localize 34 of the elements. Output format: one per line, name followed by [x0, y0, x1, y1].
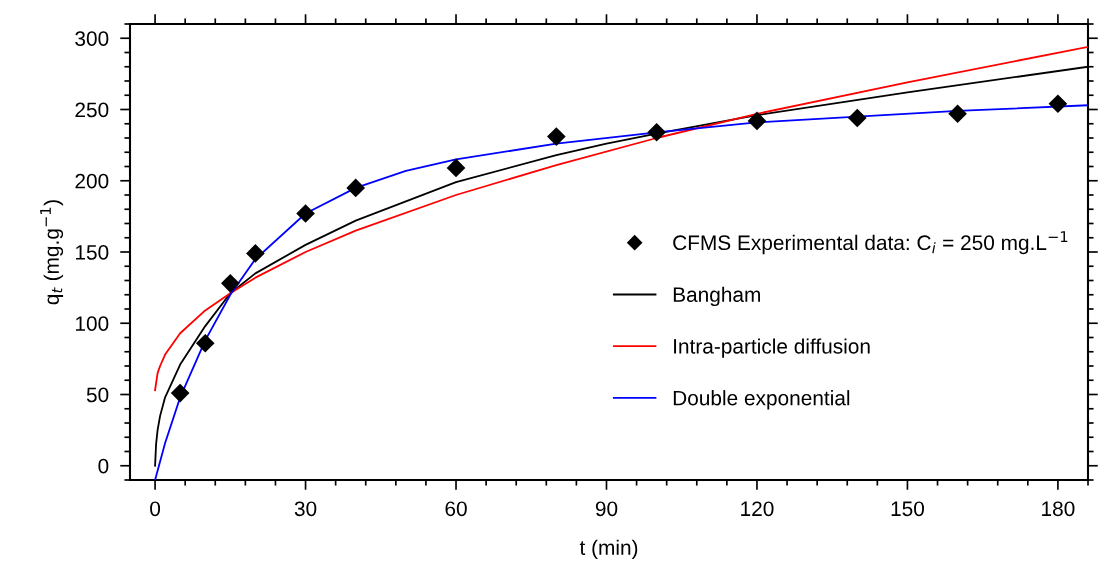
legend-label: Bangham	[673, 286, 760, 307]
y-tick-label: 100	[76, 316, 109, 331]
point	[195, 333, 215, 353]
y-tick-label: 50	[86, 387, 109, 403]
legend-label: Double exponential	[673, 390, 850, 410]
point	[246, 244, 265, 263]
point	[948, 104, 967, 124]
point	[547, 127, 566, 146]
x-tick-label: 0	[150, 501, 161, 517]
point	[647, 122, 666, 142]
point	[847, 108, 867, 128]
y-axis-title: q$_{t}$ (mg.g$^{−1}$)	[40, 200, 64, 305]
y-tick-label: 150	[76, 245, 109, 260]
point	[346, 178, 366, 198]
x-tick-label: 180	[1042, 501, 1075, 517]
y-tick-label: 300	[75, 31, 109, 46]
x-tick-label: 150	[891, 501, 924, 517]
point	[747, 111, 767, 131]
x-tick-label: 120	[741, 501, 774, 517]
point	[221, 274, 240, 293]
y-tick-label: 250	[75, 102, 109, 118]
legend-label: CFMS Experimental data: C$_{i}$ = 250 mg.L$^{−1}$	[673, 231, 1068, 255]
y-tick-label: 0	[98, 458, 109, 474]
point	[170, 383, 190, 403]
point	[446, 158, 466, 178]
point	[1048, 94, 1068, 114]
legend-label: Intra-particle diffusion	[674, 338, 870, 358]
x-axis-title: t (min)	[579, 539, 638, 560]
y-tick-label: 200	[75, 173, 109, 189]
x-tick-label: 60	[445, 501, 467, 517]
point	[296, 204, 315, 223]
x-tick-label: 30	[294, 501, 317, 517]
line-series	[154, 45, 1088, 392]
x-tick-label: 90	[595, 501, 618, 517]
